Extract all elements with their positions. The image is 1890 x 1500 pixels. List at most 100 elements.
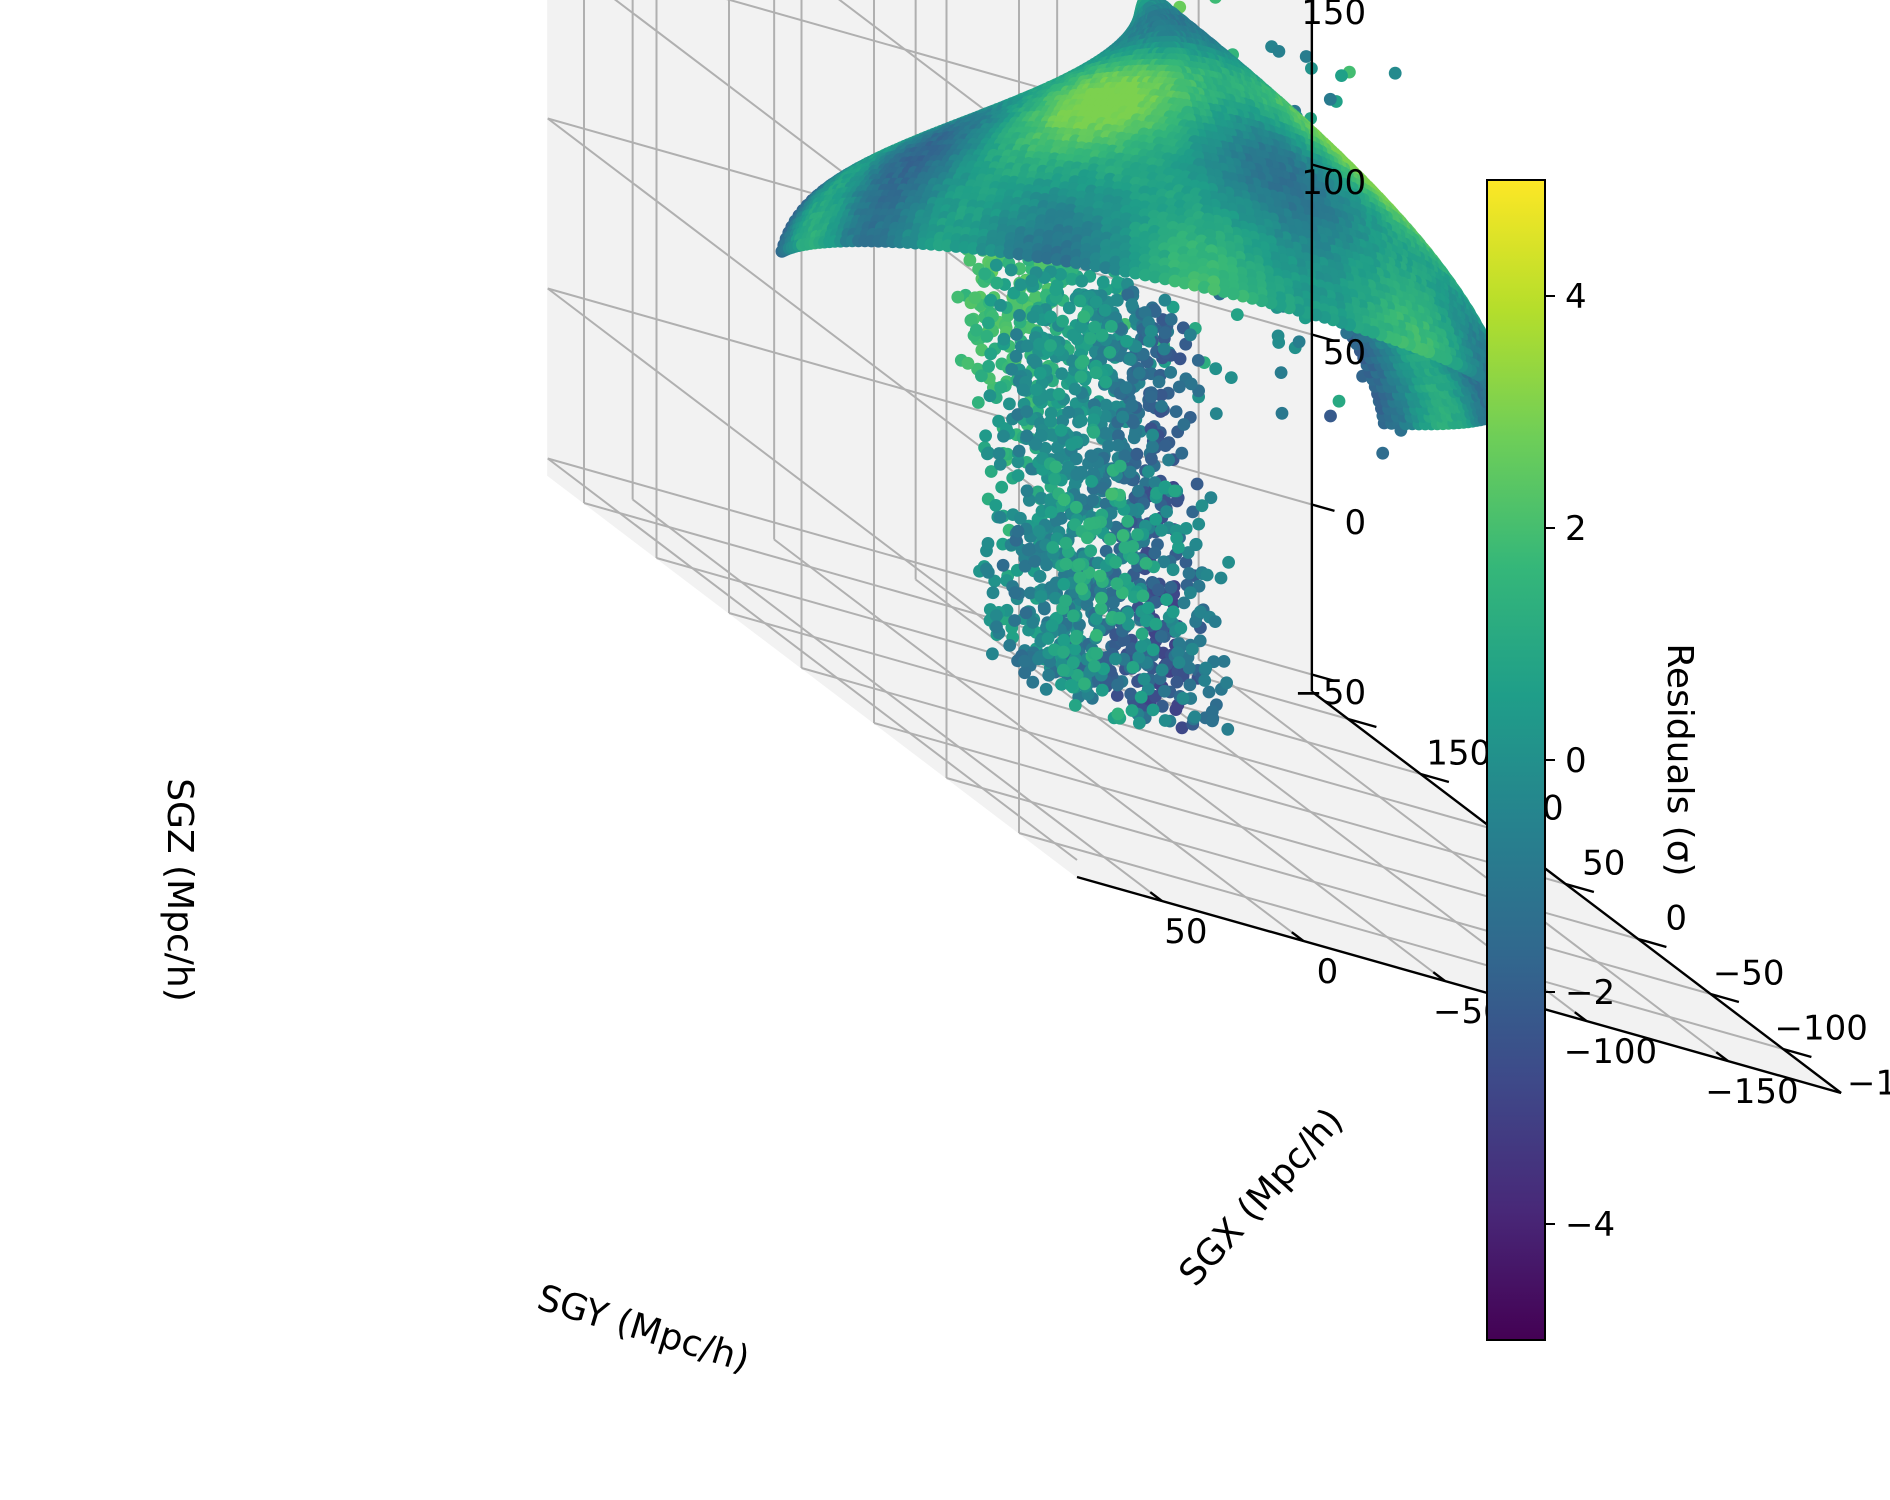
data-point (963, 253, 977, 267)
data-point (1003, 397, 1016, 411)
data-point (1190, 477, 1204, 491)
data-point (1272, 336, 1286, 349)
data-point (1131, 484, 1145, 498)
data-point (1146, 440, 1159, 454)
data-point (1274, 366, 1288, 379)
data-point (1003, 639, 1017, 652)
data-point (1127, 431, 1141, 445)
data-point (1111, 276, 1125, 289)
data-point (1028, 555, 1042, 568)
data-point (1152, 583, 1165, 597)
data-point (1096, 275, 1110, 289)
data-point (1209, 407, 1223, 420)
data-point (1224, 371, 1238, 384)
x-gridline (801, 667, 1566, 885)
x-gridline (946, 777, 1711, 995)
data-point (979, 429, 992, 443)
data-point (1230, 308, 1244, 321)
data-point (981, 565, 995, 579)
data-point (1074, 414, 1088, 428)
data-point (1184, 328, 1197, 342)
data-point (1155, 400, 1168, 413)
data-point (997, 429, 1010, 443)
data-point (1335, 69, 1348, 82)
data-point (1145, 452, 1158, 466)
data-point (980, 329, 994, 343)
data-point (1164, 580, 1178, 594)
data-point (981, 537, 995, 550)
data-point (1144, 324, 1158, 338)
data-point (986, 647, 999, 661)
data-point (993, 510, 1007, 524)
data-point (989, 499, 1003, 512)
data-point (1123, 352, 1137, 366)
data-point (1209, 0, 1222, 4)
data-point (1008, 614, 1021, 627)
data-point (990, 609, 1003, 622)
data-point (971, 396, 985, 409)
data-point (1158, 293, 1172, 307)
data-point (1172, 380, 1186, 394)
data-point (1070, 468, 1084, 481)
data-point (1118, 449, 1132, 463)
data-point (992, 447, 1006, 460)
data-point (968, 291, 982, 305)
data-point (1158, 326, 1172, 340)
data-point (1102, 439, 1115, 453)
data-point (1191, 354, 1205, 367)
data-point (1099, 398, 1113, 412)
data-point (982, 316, 995, 330)
data-point (1019, 606, 1033, 620)
data-point (1086, 493, 1099, 507)
data-point (994, 298, 1007, 312)
data-point (1004, 263, 1018, 277)
data-point (1099, 426, 1112, 440)
data-point (1184, 377, 1198, 391)
data-point (978, 267, 992, 281)
data-point (1144, 390, 1158, 404)
data-point (1173, 352, 1187, 366)
data-point (993, 457, 1007, 471)
data-point (1209, 362, 1223, 376)
data-point (1132, 366, 1146, 380)
y-gridline (773, 538, 1305, 942)
z-gridline (547, 287, 1313, 506)
data-point (997, 332, 1011, 346)
data-point (1175, 446, 1189, 460)
y-gridline (1198, 658, 1729, 1062)
data-point (1388, 66, 1402, 80)
data-point (996, 558, 1010, 572)
z-gridline (547, 457, 1313, 676)
data-point (1008, 586, 1022, 599)
data-point (984, 347, 998, 361)
data-point (990, 276, 1004, 290)
data-point (983, 389, 997, 403)
data-point (1029, 290, 1042, 304)
data-point (1292, 335, 1306, 349)
y-gridline (632, 498, 1163, 902)
data-point (1040, 558, 1053, 572)
data-point (1125, 298, 1139, 311)
data-point (1164, 313, 1178, 326)
data-points (775, 0, 1514, 736)
data-point (1125, 399, 1139, 413)
data-point (1085, 450, 1099, 463)
data-point (1130, 447, 1144, 461)
data-point (1014, 278, 1028, 292)
data-point (1157, 342, 1171, 356)
data-point (1272, 45, 1286, 58)
data-point (1011, 469, 1025, 482)
data-point (986, 586, 1000, 600)
data-point (951, 290, 965, 304)
z-gridline (547, 457, 1078, 861)
data-point (1075, 274, 1089, 288)
data-point (1110, 293, 1123, 307)
data-point (1068, 382, 1082, 396)
data-point (1159, 439, 1172, 452)
data-point (1275, 406, 1289, 420)
data-point (1164, 366, 1178, 379)
data-point (1299, 50, 1313, 63)
data-point (1376, 446, 1390, 460)
data-point (994, 381, 1008, 394)
